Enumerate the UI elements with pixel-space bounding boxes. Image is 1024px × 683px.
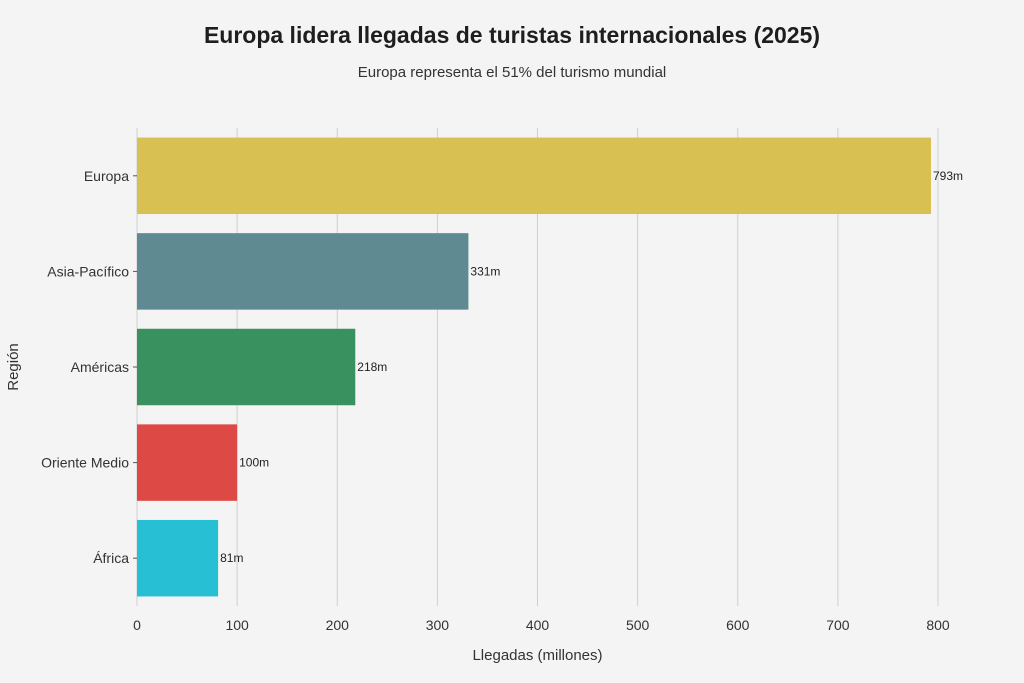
chart-title: Europa lidera llegadas de turistas inter… <box>203 22 821 48</box>
y-tick-labels: Europa Asia-Pacífico Américas Oriente Medio… <box>41 168 137 566</box>
y-tick-label: Europa <box>84 168 129 184</box>
x-tick-label: 700 <box>826 617 850 633</box>
bar <box>137 233 469 310</box>
y-tick-label: Américas <box>71 359 129 375</box>
bar-value-labels: 793m 331m 218m 100m 81m <box>220 169 963 565</box>
x-tick-label: 100 <box>225 617 249 633</box>
x-tick-label: 200 <box>326 617 350 633</box>
x-tick-label: 600 <box>726 617 750 633</box>
bar-value-label: 218m <box>357 360 387 374</box>
y-tick-label: Asia-Pacífico <box>47 263 129 279</box>
x-axis-label: Llegadas (millones) <box>472 647 602 664</box>
bar <box>137 328 356 406</box>
y-tick-label: África <box>93 550 129 566</box>
bar-value-label: 100m <box>239 456 269 470</box>
x-tick-label: 800 <box>926 617 950 633</box>
bar-value-label: 331m <box>470 264 500 278</box>
x-tick-label: 400 <box>526 617 550 633</box>
bars <box>137 137 931 597</box>
x-tick-labels: 0 100 200 300 400 500 600 700 800 <box>133 617 950 633</box>
x-tick-label: 0 <box>133 617 141 633</box>
chart-subtitle: Europa representa el 51% del turismo mun… <box>357 64 667 81</box>
bar <box>137 137 931 215</box>
x-tick-label: 300 <box>426 617 450 633</box>
bar-value-label: 793m <box>933 169 963 183</box>
bar <box>137 519 219 597</box>
y-axis-label: Región <box>5 343 22 391</box>
x-tick-label: 500 <box>626 617 650 633</box>
bar <box>137 424 238 501</box>
y-tick-label: Oriente Medio <box>41 455 129 471</box>
bar-value-label: 81m <box>220 551 243 565</box>
